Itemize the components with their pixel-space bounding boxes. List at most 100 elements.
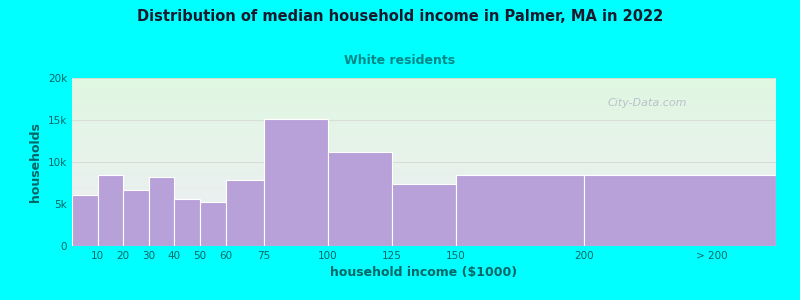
Bar (72, 200, 776, 201)
Bar (72, 238, 776, 239)
Bar (72, 88, 776, 89)
Bar (72, 133, 776, 134)
Bar (72, 119, 776, 120)
Bar (72, 124, 776, 125)
Bar (584, 176, 776, 246)
Bar (72, 183, 776, 184)
Bar (72, 222, 776, 223)
Bar (72, 155, 776, 156)
Bar (72, 218, 776, 219)
Bar (72, 139, 776, 140)
Bar (72, 138, 776, 139)
Bar (72, 231, 776, 232)
Bar (72, 170, 776, 171)
Bar (72, 225, 776, 226)
Bar (72, 192, 776, 193)
Bar (72, 167, 776, 168)
Bar (72, 213, 776, 214)
Bar (72, 135, 776, 136)
Bar (72, 240, 776, 241)
Bar (72, 144, 776, 145)
Bar (72, 154, 776, 155)
Bar (72, 224, 776, 225)
Bar (72, 241, 776, 242)
Bar (72, 212, 776, 213)
Bar (72, 84, 776, 85)
Bar (72, 120, 776, 121)
Bar (72, 158, 776, 159)
Bar (72, 211, 776, 212)
Bar (264, 119, 328, 246)
Bar (72, 217, 776, 218)
Bar (72, 129, 776, 130)
Bar (72, 189, 776, 190)
Bar (72, 107, 776, 108)
Bar (72, 219, 776, 220)
Bar (72, 208, 776, 209)
Bar (72, 193, 776, 194)
Bar (72, 197, 776, 198)
Bar (72, 103, 776, 104)
Bar (72, 161, 776, 162)
Bar (72, 128, 776, 129)
Bar (392, 184, 456, 246)
Bar (72, 131, 776, 132)
Bar (72, 151, 776, 152)
Bar (72, 110, 776, 111)
Bar (72, 206, 776, 207)
Bar (72, 118, 776, 119)
Bar (72, 156, 776, 157)
Bar (72, 220, 776, 221)
Bar (72, 202, 776, 203)
Bar (72, 232, 776, 233)
Bar (72, 98, 776, 99)
Bar (72, 93, 776, 94)
Bar (72, 141, 776, 142)
Bar (72, 101, 776, 102)
Bar (72, 242, 776, 243)
Bar (72, 186, 776, 187)
Bar (72, 102, 776, 103)
Bar (72, 96, 776, 97)
Bar (72, 174, 776, 175)
Bar (72, 142, 776, 143)
Bar (72, 194, 776, 195)
Bar (72, 209, 776, 210)
Bar (72, 111, 776, 112)
Bar (72, 113, 776, 114)
Bar (72, 237, 776, 238)
Bar (72, 190, 776, 191)
Bar (72, 245, 776, 246)
Bar (72, 230, 776, 231)
Bar (72, 160, 776, 161)
Bar (72, 184, 776, 185)
Bar (72, 198, 776, 199)
Bar (226, 180, 264, 246)
Bar (72, 112, 776, 113)
Bar (72, 130, 776, 131)
Bar (72, 177, 776, 178)
Bar (72, 115, 776, 116)
Bar (72, 169, 776, 170)
Bar (72, 108, 776, 109)
Bar (456, 176, 584, 246)
Bar (72, 105, 776, 106)
Bar (72, 104, 776, 105)
Bar (72, 126, 776, 127)
Bar (72, 94, 776, 95)
Bar (72, 244, 776, 245)
Text: City-Data.com: City-Data.com (607, 98, 686, 108)
Bar (72, 159, 776, 160)
Bar (149, 177, 174, 246)
Bar (72, 140, 776, 141)
Bar (72, 147, 776, 148)
Bar (72, 235, 776, 236)
Bar (98, 176, 123, 246)
Bar (72, 123, 776, 124)
Bar (72, 207, 776, 208)
Bar (72, 92, 776, 93)
Bar (72, 199, 776, 200)
Bar (72, 223, 776, 224)
Bar (72, 205, 776, 206)
Bar (72, 204, 776, 205)
